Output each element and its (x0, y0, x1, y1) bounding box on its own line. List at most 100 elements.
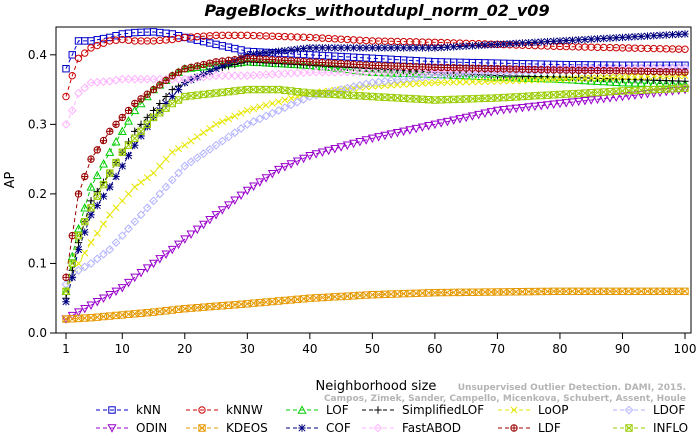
data-point-cof (262, 49, 269, 56)
data-point-ldf (250, 55, 256, 61)
data-point-ldf (669, 69, 675, 75)
legend-item-loop: LoOP (498, 403, 569, 417)
legend-item-knn: kNN (96, 403, 161, 417)
data-point-loop (200, 130, 206, 136)
data-point-loop (244, 107, 250, 113)
data-point-loop (207, 125, 213, 131)
legend-label-odin: ODIN (136, 421, 167, 434)
data-point-ldf (94, 147, 100, 153)
legend-label-simplifiedlof: SimplifiedLOF (402, 403, 484, 417)
data-point-loop (107, 212, 113, 218)
data-point-inflo (175, 97, 181, 103)
data-point-ldf (257, 56, 263, 62)
data-point-ldf (507, 66, 513, 72)
legend-label-kdeos: KDEOS (226, 421, 268, 434)
data-point-loop (138, 179, 144, 185)
data-point-ldf (469, 65, 475, 71)
data-point-ldf (513, 66, 519, 72)
legend-item-lof: LOF (286, 403, 349, 417)
legend: kNN kNNW LOF SimplifiedLOF LoOP LDOFODIN KDEOS… (96, 403, 688, 434)
x-tick-label: 80 (552, 342, 567, 356)
data-point-ldf (132, 100, 138, 106)
data-point-ldf (269, 56, 275, 62)
data-point-ldf (544, 67, 550, 73)
legend-marker-kdeos (199, 425, 205, 431)
data-point-ldf (563, 67, 569, 73)
data-point-ldf (425, 64, 431, 70)
data-point-ldf (344, 61, 350, 67)
data-point-ldf (157, 82, 163, 88)
data-point-ldf (288, 58, 294, 64)
data-point-odin (537, 102, 544, 109)
data-point-loop (175, 146, 181, 152)
data-point-inflo (69, 260, 75, 266)
legend-item-cof: COF (286, 421, 351, 434)
data-point-ldf (663, 69, 669, 75)
data-point-ldf (388, 63, 394, 69)
legend-label-loop: LoOP (538, 403, 569, 417)
x-tick-label: 1 (62, 342, 70, 356)
x-tick-label: 60 (427, 342, 442, 356)
data-point-ldf (519, 66, 525, 72)
data-point-kdeos (407, 290, 413, 296)
data-point-ldf (113, 121, 119, 127)
data-point-ldf (594, 67, 600, 73)
data-point-loop (75, 260, 81, 266)
data-point-ldf (638, 68, 644, 74)
data-point-ldf (394, 63, 400, 69)
data-point-cof (300, 45, 307, 52)
data-point-ldf (450, 65, 456, 71)
data-point-ldf (263, 56, 269, 62)
data-point-ldf (169, 72, 175, 78)
data-point-loop (213, 121, 219, 127)
data-point-ldf (613, 68, 619, 74)
x-tick-label: 10 (115, 342, 130, 356)
data-point-kdeos (582, 288, 588, 294)
data-point-ldf (369, 62, 375, 68)
data-point-ldof (100, 250, 107, 257)
data-point-ldf (488, 65, 494, 71)
data-point-ldf (213, 59, 219, 65)
data-point-ldf (413, 64, 419, 70)
x-tick-label: 50 (365, 342, 380, 356)
data-point-loop (100, 221, 106, 227)
data-point-ldf (682, 69, 688, 75)
data-point-ldf (275, 57, 281, 63)
data-point-ldf (432, 64, 438, 70)
series-line-loop (66, 76, 685, 292)
data-point-ldf (150, 86, 156, 92)
data-point-loop (257, 104, 263, 110)
data-point-cof (175, 86, 182, 93)
data-point-inflo (507, 94, 513, 100)
data-point-cof (287, 46, 294, 53)
data-point-ldf (138, 96, 144, 102)
data-point-ldf (175, 69, 181, 75)
data-point-loop (88, 239, 94, 245)
legend-item-inflo: INFLO (613, 421, 688, 434)
data-point-ldf (532, 66, 538, 72)
data-point-ldf (88, 156, 94, 162)
data-point-loop (144, 174, 150, 180)
data-point-inflo (444, 96, 450, 102)
data-point-odin (150, 260, 157, 267)
data-point-ldf (63, 274, 69, 280)
data-point-ldf (632, 68, 638, 74)
data-point-loop (132, 184, 138, 190)
data-point-inflo (388, 94, 394, 100)
data-point-ldf (444, 64, 450, 70)
data-point-ldf (225, 57, 231, 63)
legend-label-fastabod: FastABOD (402, 421, 461, 434)
data-point-ldf (582, 67, 588, 73)
data-point-ldf (125, 107, 131, 113)
legend-label-lof: LOF (326, 403, 349, 417)
data-point-ldf (644, 68, 650, 74)
data-point-ldf (500, 66, 506, 72)
data-point-odin (144, 265, 151, 272)
data-point-loop (163, 156, 169, 162)
watermark-line-2: Campos, Zimek, Sander, Campello, Micenko… (324, 394, 686, 404)
data-point-loop (282, 97, 288, 103)
data-point-knnw (82, 50, 88, 56)
data-point-ldf (494, 66, 500, 72)
x-tick-label: 100 (674, 342, 697, 356)
data-point-ldof (237, 125, 244, 132)
